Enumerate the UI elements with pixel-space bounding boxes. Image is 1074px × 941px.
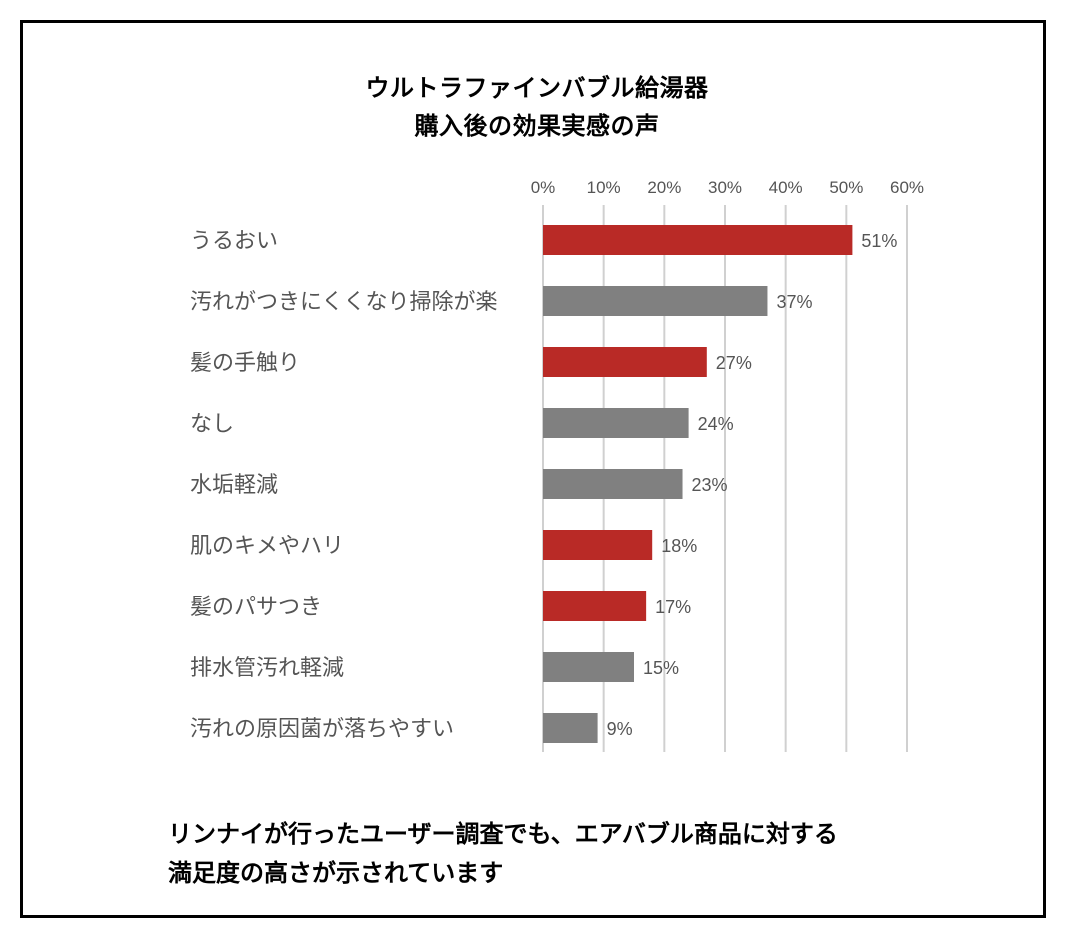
- chart-title-line-2: 購入後の効果実感の声: [414, 112, 660, 140]
- category-label: 肌のキメやハリ: [190, 534, 344, 559]
- bar: [543, 713, 598, 743]
- data-label: 51%: [861, 231, 897, 251]
- bar: [543, 408, 689, 438]
- data-label: 37%: [776, 292, 812, 312]
- bar: [543, 286, 768, 316]
- category-label: 髪の手触り: [190, 351, 300, 376]
- bar: [543, 347, 707, 377]
- data-label: 17%: [655, 597, 691, 617]
- bar: [543, 225, 853, 255]
- bar: [543, 652, 634, 682]
- footer-note-line-2: 満足度の高さが示されています: [168, 859, 504, 887]
- x-tick-label: 0%: [531, 178, 556, 197]
- data-label: 23%: [692, 475, 728, 495]
- chart-title-line-1: ウルトラファインバブル給湯器: [365, 74, 709, 102]
- category-label: 水垢軽減: [190, 473, 278, 498]
- x-tick-label: 10%: [587, 178, 621, 197]
- category-label: うるおい: [190, 229, 278, 254]
- category-label: なし: [190, 412, 234, 437]
- bar: [543, 530, 653, 560]
- x-tick-label: 60%: [890, 178, 924, 197]
- x-tick-label: 20%: [647, 178, 681, 197]
- data-label: 24%: [698, 414, 734, 434]
- x-tick-label: 50%: [829, 178, 863, 197]
- footer-note-line-1: リンナイが行ったユーザー調査でも、エアバブル商品に対する: [168, 820, 838, 848]
- data-label: 27%: [716, 353, 752, 373]
- bar: [543, 591, 647, 621]
- data-label: 9%: [607, 719, 633, 739]
- category-label: 髪のパサつき: [190, 595, 322, 620]
- x-tick-label: 30%: [708, 178, 742, 197]
- category-label: 排水管汚れ軽減: [190, 656, 344, 681]
- x-tick-label: 40%: [769, 178, 803, 197]
- bar: [543, 469, 683, 499]
- data-label: 18%: [661, 536, 697, 556]
- category-label: 汚れの原因菌が落ちやすい: [190, 717, 454, 742]
- data-label: 15%: [643, 658, 679, 678]
- category-label: 汚れがつきにくくなり掃除が楽: [190, 290, 498, 315]
- figure-frame: [20, 20, 1046, 918]
